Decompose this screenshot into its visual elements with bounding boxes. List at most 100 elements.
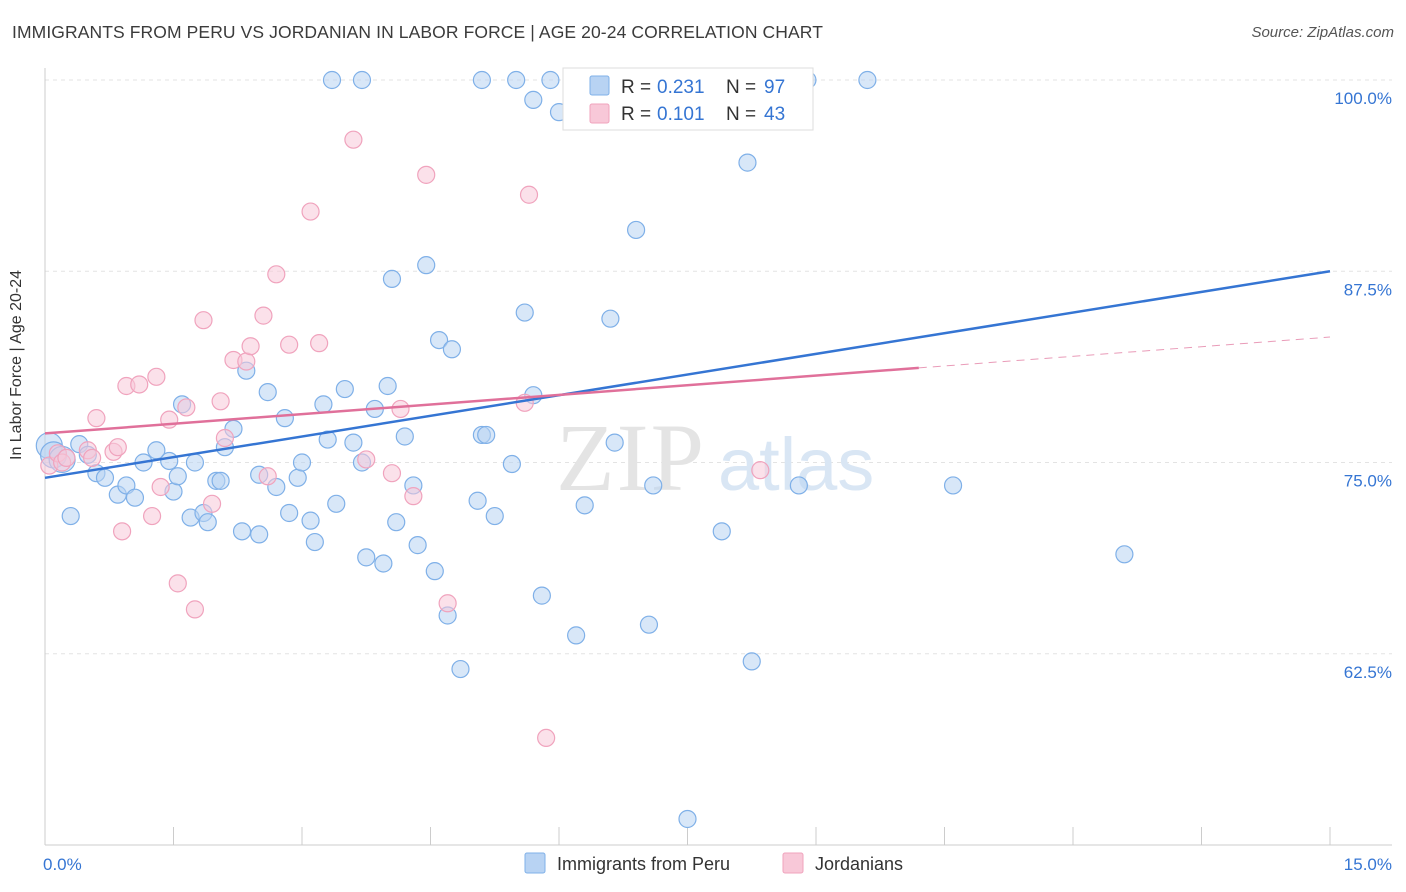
data-point [738, 153, 757, 172]
data-point [425, 562, 444, 581]
data-point [198, 513, 217, 532]
data-point [477, 425, 496, 445]
data-point [378, 376, 397, 396]
data-point [237, 352, 256, 371]
data-point [83, 448, 102, 468]
data-point [858, 70, 877, 90]
data-point [789, 476, 808, 495]
data-point [185, 453, 205, 472]
data-point [429, 331, 449, 350]
data-point [357, 450, 376, 469]
data-point [160, 451, 179, 471]
data-point [185, 600, 205, 619]
data-point [301, 511, 320, 530]
data-point [541, 70, 560, 90]
data-point [305, 532, 324, 552]
data-point [280, 335, 299, 354]
data-point [524, 90, 543, 109]
data-point [575, 496, 594, 515]
data-point [258, 383, 277, 402]
data-point [301, 202, 320, 221]
data-point [382, 464, 402, 483]
data-point [168, 574, 187, 593]
data-point [515, 303, 534, 322]
data-point [177, 398, 196, 417]
data-point [639, 615, 659, 634]
data-point [404, 487, 423, 506]
data-point [292, 453, 312, 472]
data-point [395, 427, 414, 446]
legend-label-peru: Immigrants from Peru [557, 854, 730, 874]
stats-n-label-jordanians: N = [726, 104, 756, 125]
trend-line-extension [918, 336, 1331, 369]
data-point [502, 454, 521, 474]
data-point [507, 70, 526, 90]
data-point [742, 652, 761, 671]
stats-n-value-jordanians: 43 [764, 104, 785, 125]
y-tick-label: 62.5% [1344, 663, 1392, 682]
y-tick-label: 100.0% [1334, 89, 1392, 108]
data-point [211, 392, 230, 411]
data-point [275, 409, 294, 428]
data-point [318, 430, 337, 449]
data-point [344, 433, 363, 452]
data-point [168, 467, 187, 486]
data-point [112, 522, 132, 541]
data-point [532, 586, 551, 605]
stats-n-label-peru: N = [726, 77, 756, 98]
stats-swatch-peru [589, 75, 610, 96]
y-tick-label: 75.0% [1344, 472, 1392, 491]
data-point [519, 185, 539, 204]
tick-labels: 100.0% 87.5% 75.0% 62.5% 0.0% 15.0% [43, 89, 1392, 874]
data-point [267, 265, 286, 284]
data-point [61, 506, 80, 526]
source-label: Source: ZipAtlas.com [1251, 24, 1394, 41]
data-point [254, 306, 273, 325]
data-point [601, 309, 620, 328]
data-point [391, 399, 410, 419]
stats-legend: R = 0.231 N = 97 R = 0.101 N = 43 [562, 67, 814, 131]
data-point [344, 130, 363, 149]
data-point [438, 594, 457, 613]
data-point [57, 448, 76, 468]
data-point [678, 809, 697, 829]
chart-title: IMMIGRANTS FROM PERU VS JORDANIAN IN LAB… [12, 22, 823, 42]
data-point [211, 471, 230, 490]
data-point [108, 438, 127, 457]
trend-lines [44, 270, 1331, 480]
data-point [468, 491, 487, 510]
bottom-legend: Immigrants from Peru Jordanians [524, 852, 903, 874]
data-point [712, 522, 731, 541]
data-point [288, 468, 307, 487]
data-point [125, 488, 145, 507]
data-point [202, 494, 222, 513]
data-point [95, 468, 115, 487]
stats-r-value-peru: 0.231 [657, 77, 705, 98]
data-point [387, 513, 406, 532]
stats-n-value-peru: 97 [764, 77, 785, 98]
data-point [130, 375, 149, 394]
series-peru-points [35, 70, 1134, 829]
trend-line [44, 270, 1331, 480]
data-point [605, 433, 624, 452]
data-point [451, 659, 470, 679]
data-point [357, 548, 376, 567]
data-point [626, 220, 646, 240]
data-point [232, 522, 252, 541]
watermark-zip: ZIP [556, 404, 706, 511]
data-point [943, 476, 963, 495]
data-point [335, 379, 354, 399]
data-point [314, 395, 333, 414]
data-point [644, 476, 663, 495]
stats-r-value-jordanians: 0.101 [657, 104, 705, 125]
data-point [374, 554, 393, 573]
data-point [417, 256, 436, 275]
data-point [322, 70, 342, 90]
data-point [408, 536, 427, 555]
legend-swatch-jordanians [782, 852, 804, 874]
data-point [258, 467, 277, 486]
data-point [147, 367, 166, 386]
data-point [241, 337, 260, 356]
data-point [250, 525, 269, 544]
